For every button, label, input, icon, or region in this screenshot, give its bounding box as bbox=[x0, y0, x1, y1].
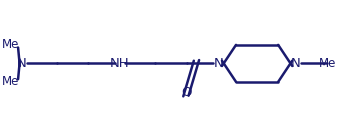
Text: Me: Me bbox=[2, 75, 20, 88]
Text: N: N bbox=[17, 57, 26, 70]
Text: Me: Me bbox=[2, 38, 20, 51]
Text: N: N bbox=[214, 57, 223, 70]
Text: NH: NH bbox=[110, 57, 130, 70]
Text: N: N bbox=[291, 57, 301, 70]
Text: Me: Me bbox=[319, 57, 336, 70]
Text: O: O bbox=[182, 86, 192, 99]
